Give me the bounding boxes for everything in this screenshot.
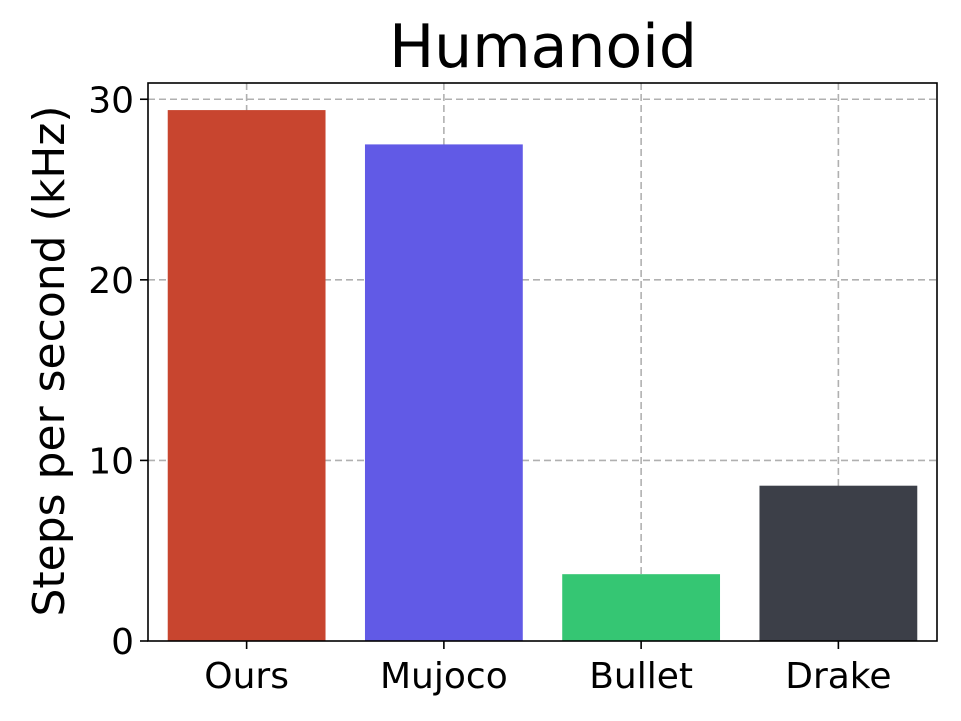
y-tick-label: 10: [88, 441, 134, 482]
bar-ours: [167, 110, 326, 641]
bar-drake: [759, 485, 918, 641]
bars: [167, 110, 918, 641]
y-tick-label: 0: [111, 622, 134, 663]
x-tick-label: Bullet: [589, 656, 693, 697]
plot-frame: [147, 82, 938, 642]
y-axis-label: Steps per second (kHz): [24, 105, 75, 616]
y-tick-label: 30: [88, 80, 134, 121]
y-tick-label: 20: [88, 261, 134, 302]
bar-bullet: [562, 574, 721, 641]
x-tick-label: Drake: [785, 656, 891, 697]
x-tick-label: Ours: [204, 656, 289, 697]
chart-title: Humanoid: [389, 12, 697, 82]
ticks: 0 10 20 30 Ours Mujoco Bullet Drake: [88, 80, 891, 697]
bar-mujoco: [364, 144, 523, 641]
x-tick-label: Mujoco: [380, 656, 508, 697]
